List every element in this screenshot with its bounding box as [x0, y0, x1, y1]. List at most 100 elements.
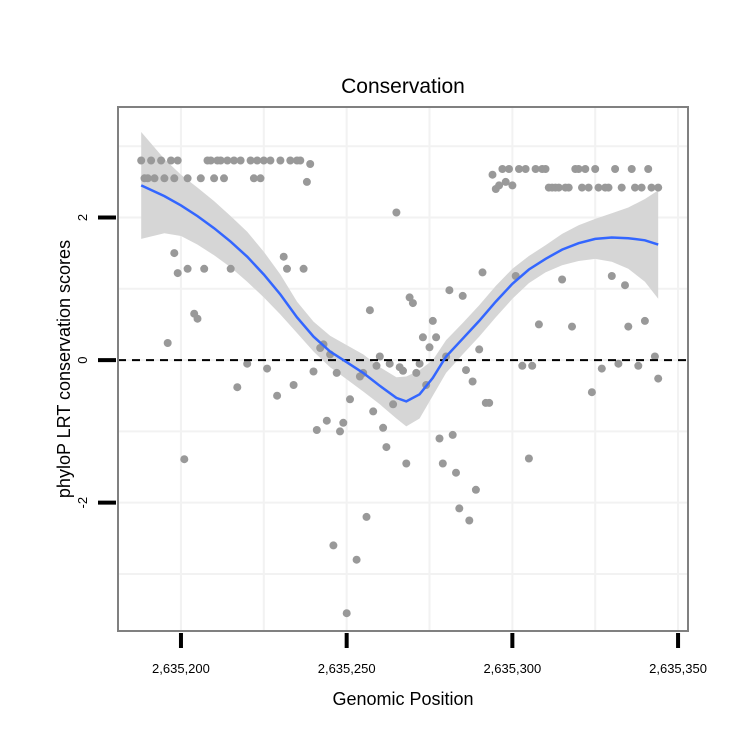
- data-point: [163, 339, 172, 347]
- data-point: [505, 165, 513, 173]
- data-point: [253, 156, 262, 165]
- data-point: [385, 359, 394, 368]
- data-point: [611, 165, 620, 173]
- data-point: [143, 174, 152, 183]
- data-point: [379, 423, 388, 432]
- x-tick-label: 2,635,200: [152, 661, 210, 676]
- plot-panel: [117, 106, 689, 632]
- data-point: [578, 183, 586, 192]
- data-point: [614, 359, 623, 368]
- data-point: [408, 299, 417, 308]
- data-point: [568, 322, 576, 331]
- data-point: [584, 183, 593, 192]
- data-point: [524, 454, 533, 463]
- data-point: [415, 359, 424, 368]
- data-point: [412, 368, 421, 377]
- y-tick-label: 2: [75, 214, 90, 221]
- confidence-ribbon: [141, 132, 659, 427]
- data-point: [382, 443, 391, 452]
- data-point: [263, 364, 272, 373]
- data-point: [230, 156, 238, 165]
- data-point: [640, 316, 649, 325]
- data-point: [647, 183, 656, 192]
- data-point: [322, 416, 331, 425]
- data-point: [233, 383, 242, 392]
- x-axis: 2,635,200 2,635,250 2,635,300 2,635,350: [152, 633, 707, 676]
- data-point: [372, 361, 381, 370]
- x-tick-label: 2,635,250: [318, 661, 376, 676]
- data-point: [150, 174, 159, 183]
- data-point: [249, 174, 258, 183]
- y-tick-label: 0: [75, 356, 90, 363]
- data-point: [312, 426, 321, 434]
- data-point: [654, 374, 663, 383]
- data-point: [183, 174, 192, 183]
- smooth-line: [140, 184, 659, 403]
- data-point: [485, 398, 494, 407]
- data-point: [594, 183, 603, 192]
- data-point: [392, 208, 401, 217]
- data-point: [306, 160, 315, 168]
- data-point: [534, 320, 543, 329]
- data-point: [289, 381, 298, 389]
- data-point: [468, 377, 477, 386]
- data-point: [452, 468, 460, 477]
- y-axis-label: phyloP LRT conservation scores: [54, 240, 74, 498]
- data-point: [654, 183, 663, 192]
- data-point: [180, 455, 189, 464]
- data-point: [515, 165, 523, 173]
- data-point: [302, 177, 311, 186]
- data-point: [243, 359, 252, 368]
- data-point: [471, 485, 480, 494]
- data-point: [170, 249, 179, 258]
- data-point: [418, 333, 427, 342]
- data-point: [246, 156, 255, 165]
- data-point: [448, 430, 457, 439]
- data-point: [286, 156, 295, 165]
- data-point: [621, 281, 629, 290]
- data-point: [220, 174, 228, 183]
- data-point: [574, 165, 583, 173]
- data-point: [375, 352, 384, 361]
- data-point: [617, 183, 626, 192]
- data-point: [432, 333, 441, 342]
- data-point: [196, 174, 205, 183]
- data-point: [591, 165, 600, 173]
- data-point: [329, 541, 338, 550]
- data-point: [336, 427, 344, 436]
- data-point: [435, 434, 444, 443]
- data-point: [342, 609, 351, 618]
- panel-border: [117, 106, 689, 632]
- data-point: [425, 343, 434, 352]
- data-point: [160, 174, 169, 183]
- data-point: [147, 156, 156, 165]
- data-point: [607, 272, 616, 280]
- x-tick-label: 2,635,300: [483, 661, 541, 676]
- data-point: [462, 366, 470, 375]
- data-point: [634, 361, 643, 370]
- data-point: [332, 368, 341, 377]
- data-point: [455, 504, 464, 513]
- data-point: [475, 345, 484, 354]
- y-axis: 2 0 -2: [75, 214, 116, 508]
- data-point: [299, 264, 308, 273]
- data-point: [206, 156, 215, 165]
- data-point: [498, 165, 507, 173]
- data-point: [581, 165, 590, 173]
- data-point: [339, 418, 348, 427]
- data-point: [352, 555, 361, 564]
- data-point: [445, 286, 454, 295]
- data-point: [276, 156, 285, 165]
- data-point: [365, 306, 374, 315]
- data-point: [624, 322, 633, 331]
- data-point: [137, 156, 146, 165]
- data-point: [193, 314, 202, 323]
- data-point: [256, 174, 265, 183]
- data-point: [521, 165, 530, 173]
- data-point: [236, 156, 245, 165]
- data-point: [488, 170, 497, 179]
- data-point: [637, 183, 646, 192]
- data-point: [362, 512, 371, 521]
- data-point: [346, 395, 354, 404]
